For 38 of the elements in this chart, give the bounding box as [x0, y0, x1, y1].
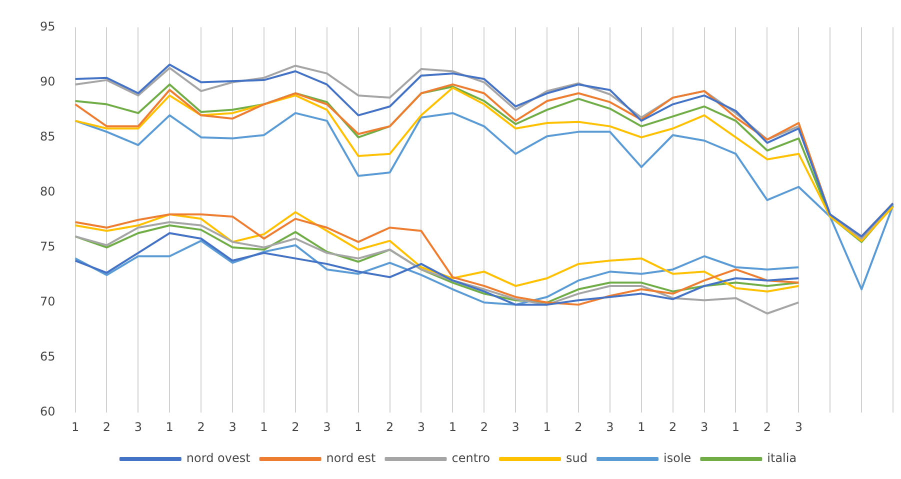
x-tick-label: 1 — [448, 420, 457, 434]
x-tick-label: 1 — [71, 420, 80, 434]
x-tick-label: 3 — [323, 420, 331, 434]
x-tick-label: 3 — [512, 420, 520, 434]
x-tick-label: 2 — [197, 420, 205, 434]
x-tick-label: 3 — [134, 420, 142, 434]
legend-label: centro — [452, 451, 490, 466]
x-tick-label: 2 — [669, 420, 677, 434]
x-tick-label: 2 — [292, 420, 300, 434]
x-tick-label: 1 — [732, 420, 740, 434]
x-tick-label: 3 — [794, 420, 802, 434]
x-tick-label: 2 — [386, 420, 394, 434]
y-tick-label: 70 — [40, 294, 56, 309]
x-tick-label: 3 — [417, 420, 426, 434]
x-tick-label: 2 — [574, 420, 582, 434]
x-tick-label: 1 — [166, 420, 174, 434]
legend-label: sud — [566, 451, 588, 466]
x-tick-label: 3 — [228, 420, 236, 434]
x-tick-label: 1 — [354, 420, 362, 434]
x-tick-label: 1 — [543, 420, 551, 434]
x-tick-label: 2 — [102, 420, 111, 434]
x-tick-label: 2 — [763, 420, 772, 434]
x-tick-label: 1 — [638, 420, 646, 434]
y-tick-label: 95 — [40, 19, 56, 34]
legend-label: isole — [664, 451, 692, 466]
x-tick-label: 1 — [260, 420, 268, 434]
y-tick-label: 80 — [40, 184, 56, 198]
y-tick-label: 60 — [40, 404, 56, 419]
x-tick-label: 3 — [606, 420, 614, 434]
legend-label: nord ovest — [186, 451, 251, 466]
y-tick-label: 85 — [40, 129, 56, 144]
legend-label: italia — [767, 451, 797, 466]
y-tick-label: 90 — [40, 74, 56, 88]
y-tick-label: 65 — [40, 350, 56, 364]
legend-label: nord est — [326, 451, 376, 466]
y-tick-label: 75 — [40, 240, 56, 254]
x-tick-label: 2 — [480, 420, 488, 434]
x-tick-label: 3 — [700, 420, 708, 434]
